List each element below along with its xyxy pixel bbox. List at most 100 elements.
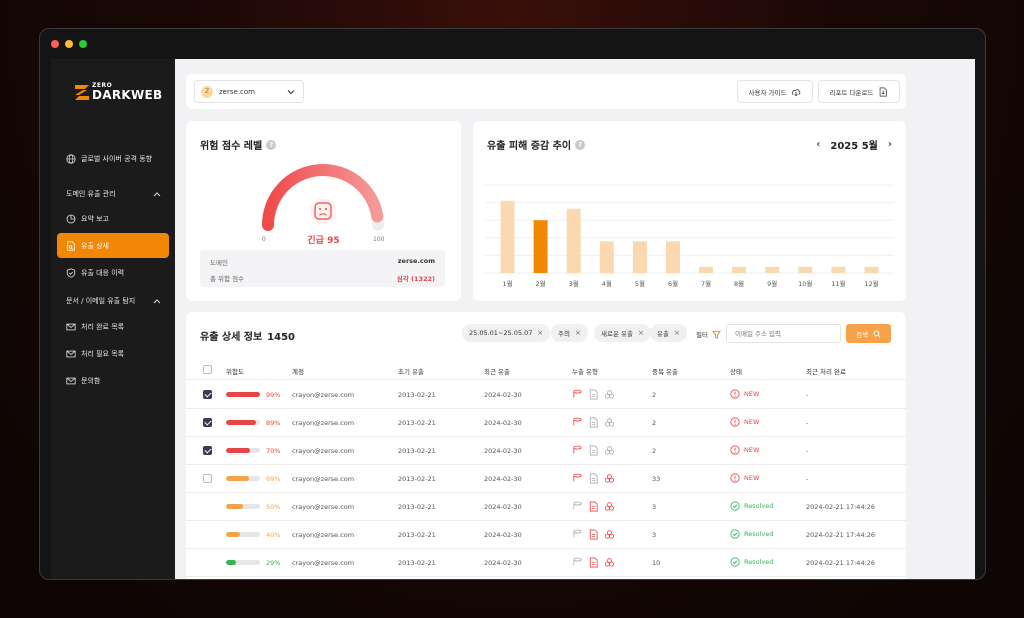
table-row[interactable]: 69% crayon@zerse.com 2013-02-21 2024-02-30 3… <box>186 465 906 493</box>
account-cell[interactable]: crayon@zerse.com <box>292 475 355 483</box>
select-all-checkbox[interactable] <box>203 365 212 374</box>
bar-12[interactable] <box>864 266 879 273</box>
chip-close-icon[interactable]: × <box>574 329 581 337</box>
last-resolved-cell: - <box>806 475 809 483</box>
risk-percent: 99% <box>266 391 281 399</box>
bar-9[interactable] <box>765 266 780 273</box>
account-cell[interactable]: crayon@zerse.com <box>292 419 355 427</box>
chip-close-icon[interactable]: × <box>537 329 544 337</box>
help-icon[interactable]: ? <box>575 139 586 150</box>
gauge-min-label: 0 <box>262 236 266 243</box>
filter-button[interactable]: 필터 <box>696 329 721 339</box>
th-duplicate[interactable]: 중복 유출 <box>652 368 678 376</box>
email-search-input[interactable] <box>726 324 841 343</box>
status-text: Resolved <box>744 530 774 538</box>
bar-7[interactable] <box>699 266 713 273</box>
nav-inquiry[interactable]: 문의함 <box>57 368 169 393</box>
filter-chip-new-leak[interactable]: 새로운 유출 × <box>594 324 651 342</box>
nav-summary-report-label: 요약 보고 <box>81 214 109 223</box>
first-leak-cell: 2013-02-21 <box>398 531 436 539</box>
maximize-window-button[interactable] <box>79 40 87 48</box>
nav-section-document-email[interactable]: 문서 / 이메일 유출 탐지 <box>57 292 169 310</box>
check-circle-icon <box>730 501 740 511</box>
table-row[interactable]: 50% crayon@zerse.com 2013-02-21 2024-02-30 3… <box>186 493 906 521</box>
logo[interactable]: ZERO DARKWEB <box>74 81 174 103</box>
last-resolved-cell: 2024-02-21 17:44:26 <box>806 531 876 539</box>
report-download-button[interactable]: 리포트 다운로드 <box>818 80 900 103</box>
th-first-leak[interactable]: 초기 유출 <box>398 368 424 376</box>
bar-11[interactable] <box>831 266 846 273</box>
nav-leak-detail[interactable]: 유출 상세 <box>57 233 169 258</box>
filter-chip-date[interactable]: 25.05.01~25.05.07 × <box>462 324 551 342</box>
close-window-button[interactable] <box>51 40 59 48</box>
account-cell[interactable]: crayon@zerse.com <box>292 503 355 511</box>
table-row[interactable]: 99% crayon@zerse.com 2013-02-21 2024-02-30 2… <box>186 381 906 409</box>
next-month-button[interactable]: › <box>887 139 892 150</box>
info-domain-label: 도메인 <box>210 259 228 267</box>
nav-completed-list-label: 처리 완료 목록 <box>81 322 125 331</box>
th-recent-leak[interactable]: 최근 유출 <box>484 368 510 376</box>
search-button[interactable]: 검색 <box>846 324 891 343</box>
filter-chip-leak[interactable]: 유출 × <box>650 324 687 342</box>
nav-response-history[interactable]: 유출 대응 이력 <box>57 260 169 285</box>
status-text: NEW <box>744 474 760 482</box>
row-checkbox[interactable] <box>203 474 212 483</box>
biohazard-icon <box>604 530 615 539</box>
first-leak-cell: 2013-02-21 <box>398 559 436 567</box>
bar-10[interactable] <box>798 266 813 273</box>
domain-badge: Z <box>201 85 213 98</box>
bar-5[interactable] <box>632 241 647 273</box>
help-icon[interactable]: ? <box>266 139 277 150</box>
bar-2[interactable] <box>533 220 548 273</box>
minimize-window-button[interactable] <box>65 40 73 48</box>
filter-chip-caution[interactable]: 주의 × <box>551 324 588 342</box>
risk-score-card: 위험 점수 레벨 ? <box>186 121 461 301</box>
domain-select-value: zerse.com <box>219 87 255 96</box>
prev-month-button[interactable]: ‹ <box>816 139 821 150</box>
row-checkbox[interactable] <box>203 418 212 427</box>
th-risk[interactable]: 위험도 <box>226 368 244 376</box>
account-cell[interactable]: crayon@zerse.com <box>292 447 355 455</box>
biohazard-icon <box>604 474 615 483</box>
bar-4[interactable] <box>599 241 614 273</box>
row-checkbox[interactable] <box>203 446 212 455</box>
chip-close-icon[interactable]: × <box>673 329 680 337</box>
table-header: 위험도 계정 초기 유출 최근 유출 누출 유형 중복 유출 상태 최근 처리 … <box>186 360 906 380</box>
user-guide-button[interactable]: 사용자 가이드 <box>737 80 813 103</box>
bar-8[interactable] <box>732 266 747 273</box>
risk-bar <box>226 448 260 453</box>
risk-bar <box>226 504 260 509</box>
check-circle-icon <box>730 529 740 539</box>
duplicate-cell: 3 <box>652 531 657 539</box>
risk-percent: 69% <box>266 475 281 483</box>
nav-summary-report[interactable]: 요약 보고 <box>57 206 169 231</box>
th-status[interactable]: 상태 <box>730 368 742 376</box>
cloud-download-icon <box>792 88 801 96</box>
th-last-resolved[interactable]: 최근 처리 완료 <box>806 368 847 376</box>
x-tick-label: 11월 <box>831 279 845 288</box>
main-content: Z zerse.com 사용자 가이드 리포트 다운로드 위험 점수 레벨 ? <box>175 59 975 579</box>
th-leak-type[interactable]: 누출 유형 <box>572 368 598 376</box>
nav-section-domain[interactable]: 도메인 유출 관리 <box>57 185 169 203</box>
bar-6[interactable] <box>666 241 680 273</box>
table-row[interactable]: 89% crayon@zerse.com 2013-02-21 2024-02-30 2… <box>186 409 906 437</box>
duplicate-cell: 2 <box>652 391 657 399</box>
row-checkbox[interactable] <box>203 390 212 399</box>
account-cell[interactable]: crayon@zerse.com <box>292 391 355 399</box>
nav-completed-list[interactable]: 처리 완료 목록 <box>57 314 169 339</box>
table-row[interactable]: 40% crayon@zerse.com 2013-02-21 2024-02-30 3… <box>186 521 906 549</box>
face-bg <box>310 198 336 224</box>
bar-1[interactable] <box>500 200 515 273</box>
bar-3[interactable] <box>566 208 581 273</box>
nav-global-trends[interactable]: 글로벌 사이버 공격 동향 <box>57 146 169 171</box>
account-cell[interactable]: crayon@zerse.com <box>292 559 355 567</box>
user-guide-label: 사용자 가이드 <box>748 88 787 97</box>
domain-select[interactable]: Z zerse.com <box>194 80 304 103</box>
nav-required-list[interactable]: 처리 필요 목록 <box>57 341 169 366</box>
leak-type-icons <box>572 445 615 456</box>
table-row[interactable]: 70% crayon@zerse.com 2013-02-21 2024-02-30 2… <box>186 437 906 465</box>
chip-close-icon[interactable]: × <box>637 329 644 337</box>
th-account[interactable]: 계정 <box>292 368 304 376</box>
account-cell[interactable]: crayon@zerse.com <box>292 531 355 539</box>
table-row[interactable]: 29% crayon@zerse.com 2013-02-21 2024-02-30 1… <box>186 549 906 577</box>
